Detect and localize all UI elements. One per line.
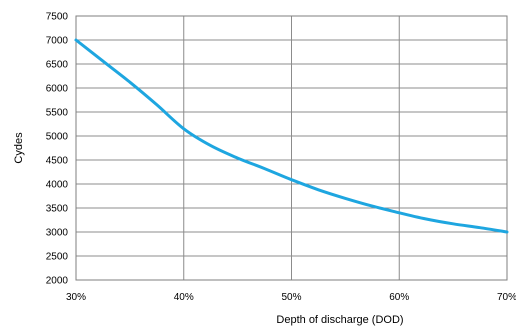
y-tick-label: 3000 <box>46 228 69 239</box>
y-tick-label: 7000 <box>46 36 69 47</box>
y-tick-label: 2500 <box>46 252 69 263</box>
data-point <box>290 178 293 181</box>
data-point <box>128 81 131 84</box>
y-tick-label: 4500 <box>46 156 69 167</box>
x-tick-label: 40% <box>174 292 194 303</box>
data-point <box>344 197 347 200</box>
x-axis-label: Depth of discharge (DOD) <box>276 314 403 326</box>
data-point <box>236 157 239 160</box>
data-point <box>209 144 212 147</box>
y-tick-label: 2000 <box>46 276 69 287</box>
x-tick-label: 60% <box>389 292 409 303</box>
x-axis-ticks: 30% 40% 50% 60% 70% <box>66 292 516 303</box>
y-tick-label: 6000 <box>46 84 69 95</box>
y-tick-label: 5500 <box>46 108 69 119</box>
data-point <box>263 167 266 170</box>
data-point <box>506 231 509 234</box>
x-tick-label: 50% <box>281 292 301 303</box>
y-tick-label: 7500 <box>46 12 69 23</box>
plot-area <box>75 15 508 281</box>
y-axis-label: Cydes <box>13 132 25 164</box>
data-point <box>75 39 78 42</box>
data-point <box>182 127 185 130</box>
series-line <box>74 38 509 234</box>
y-tick-label: 6500 <box>46 60 69 71</box>
x-tick-label: 30% <box>66 292 86 303</box>
y-tick-label: 3500 <box>46 204 69 215</box>
data-point <box>452 222 455 225</box>
data-point <box>317 188 320 191</box>
data-point <box>371 205 374 208</box>
y-tick-label: 5000 <box>46 132 69 143</box>
data-point <box>479 226 482 229</box>
data-point <box>425 218 428 221</box>
data-point <box>398 211 401 214</box>
series-group <box>74 38 509 234</box>
x-tick-label: 70% <box>497 292 516 303</box>
data-point <box>155 103 158 106</box>
gridlines <box>75 15 508 281</box>
y-axis-ticks: 2000 2500 3000 3500 4000 4500 5000 5500 6000 6500… <box>46 12 69 287</box>
y-tick-label: 4000 <box>46 180 69 191</box>
data-point <box>102 60 105 63</box>
